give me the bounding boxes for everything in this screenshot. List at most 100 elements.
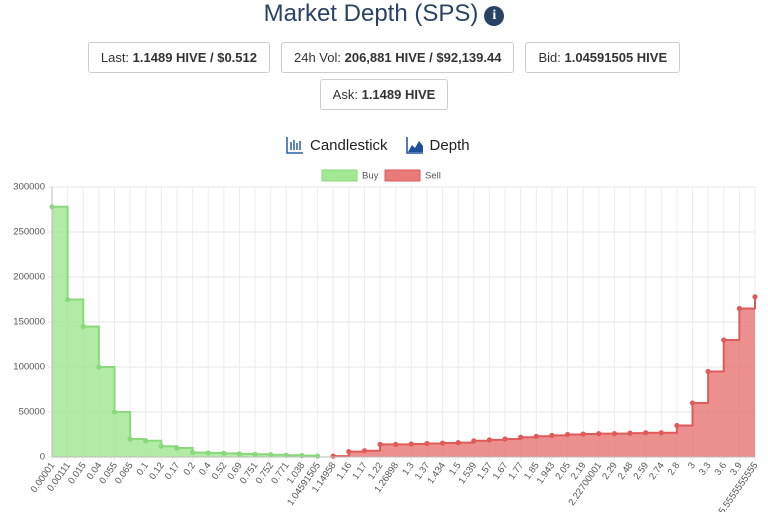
stat-label: Last: <box>100 50 130 65</box>
point <box>221 450 227 456</box>
stat-value: 1.04591505 HIVE <box>564 50 668 65</box>
point <box>627 430 633 436</box>
x-tick-label: 2.74 <box>647 460 667 481</box>
point <box>752 294 758 300</box>
depth-line <box>52 205 319 457</box>
y-tick-label: 0 <box>40 452 45 463</box>
stat-value: 1.1489 HIVE / $0.512 <box>132 50 257 65</box>
info-icon[interactable]: i <box>484 6 505 26</box>
x-tick-label: 1.67 <box>491 460 511 481</box>
depth-icon <box>405 137 423 154</box>
point <box>330 453 336 459</box>
x-tick-label: 0.17 <box>163 460 183 481</box>
point <box>96 364 102 370</box>
tab-label: Depth <box>429 137 470 154</box>
y-tick-label: 100000 <box>13 362 45 373</box>
point <box>346 449 352 455</box>
x-tick-label: 3.3 <box>697 460 714 477</box>
x-tick-label: 2.48 <box>616 460 636 481</box>
stat-label: Bid: <box>538 50 561 65</box>
point <box>689 400 696 406</box>
stat-button[interactable]: Bid: 1.04591505 HIVE <box>525 42 681 73</box>
legend-swatch <box>321 169 358 182</box>
tab[interactable]: Candlestick <box>286 136 388 154</box>
point <box>111 409 118 415</box>
x-tick-label: 1.16 <box>335 460 355 481</box>
point <box>502 436 508 442</box>
point <box>721 337 727 343</box>
point <box>80 323 86 330</box>
x-tick-label: 0.52 <box>210 460 230 481</box>
point <box>518 434 524 440</box>
x-tick-label: 0.12 <box>147 460 167 481</box>
stat-button[interactable]: Last: 1.1489 HIVE / $0.512 <box>87 42 270 73</box>
y-tick-label: 300000 <box>13 182 45 193</box>
point <box>252 451 258 457</box>
stat-label: Ask: <box>332 87 358 102</box>
x-tick-label: 2.29 <box>600 460 620 481</box>
y-tick-label: 150000 <box>13 317 45 328</box>
point <box>549 432 555 438</box>
point <box>377 441 383 447</box>
stat-value: 1.1489 HIVE <box>361 87 436 102</box>
point <box>174 445 180 451</box>
stat-value: 206,881 HIVE / $92,139.44 <box>344 50 502 65</box>
point <box>611 431 618 437</box>
point <box>393 441 399 447</box>
title-bar: Market Depth (SPS) i <box>0 0 768 28</box>
point <box>127 436 133 442</box>
tabs: Candlestick Depth <box>286 136 470 154</box>
point <box>205 450 211 456</box>
x-tick-label: 3.6 <box>713 460 730 477</box>
point <box>533 433 539 439</box>
y-tick-label: 50000 <box>19 407 45 418</box>
legend-label: Sell <box>425 171 441 182</box>
point <box>424 440 430 447</box>
x-tick-label: 2.05 <box>553 460 573 481</box>
x-tick-label: 1.77 <box>507 460 527 481</box>
point <box>705 368 711 375</box>
stats: Last: 1.1489 HIVE / $0.512 24h Vol: 206,… <box>74 42 694 110</box>
x-tick-label: 0.2 <box>181 460 198 477</box>
point <box>236 451 243 457</box>
page-title: Market Depth (SPS) <box>263 0 479 27</box>
point <box>736 305 742 312</box>
point <box>439 440 446 446</box>
point <box>143 438 149 444</box>
depth-area <box>52 206 318 457</box>
candlestick-icon <box>286 137 303 154</box>
y-tick-label: 250000 <box>13 227 45 238</box>
point <box>314 453 321 459</box>
x-tick-label: 1.17 <box>350 460 370 481</box>
point <box>658 430 664 436</box>
point <box>158 443 164 449</box>
x-tick-label: 2.8 <box>666 460 683 477</box>
point <box>455 440 461 446</box>
x-tick-label: 3 <box>686 460 698 471</box>
y-tick-label: 200000 <box>13 272 45 283</box>
x-tick-label: 2.59 <box>631 460 651 481</box>
point <box>564 431 571 438</box>
point <box>596 431 602 437</box>
point <box>643 430 649 436</box>
point <box>486 437 493 443</box>
stat-label: 24h Vol: <box>293 50 341 65</box>
point <box>268 452 274 458</box>
stat-button[interactable]: 24h Vol: 206,881 HIVE / $92,139.44 <box>280 42 515 73</box>
stat-button[interactable]: Ask: 1.1489 HIVE <box>319 79 449 110</box>
depth-area <box>333 296 755 457</box>
tab-label: Candlestick <box>310 137 388 154</box>
x-tick-label: 1.57 <box>475 460 495 481</box>
point <box>408 441 414 447</box>
point <box>65 296 71 303</box>
tab[interactable]: Depth <box>405 136 470 154</box>
legend-swatch <box>384 169 421 182</box>
point <box>580 431 586 437</box>
point <box>674 422 680 429</box>
point <box>471 438 477 444</box>
point <box>361 448 368 454</box>
legend-label: Buy <box>362 171 379 182</box>
point <box>190 449 196 456</box>
